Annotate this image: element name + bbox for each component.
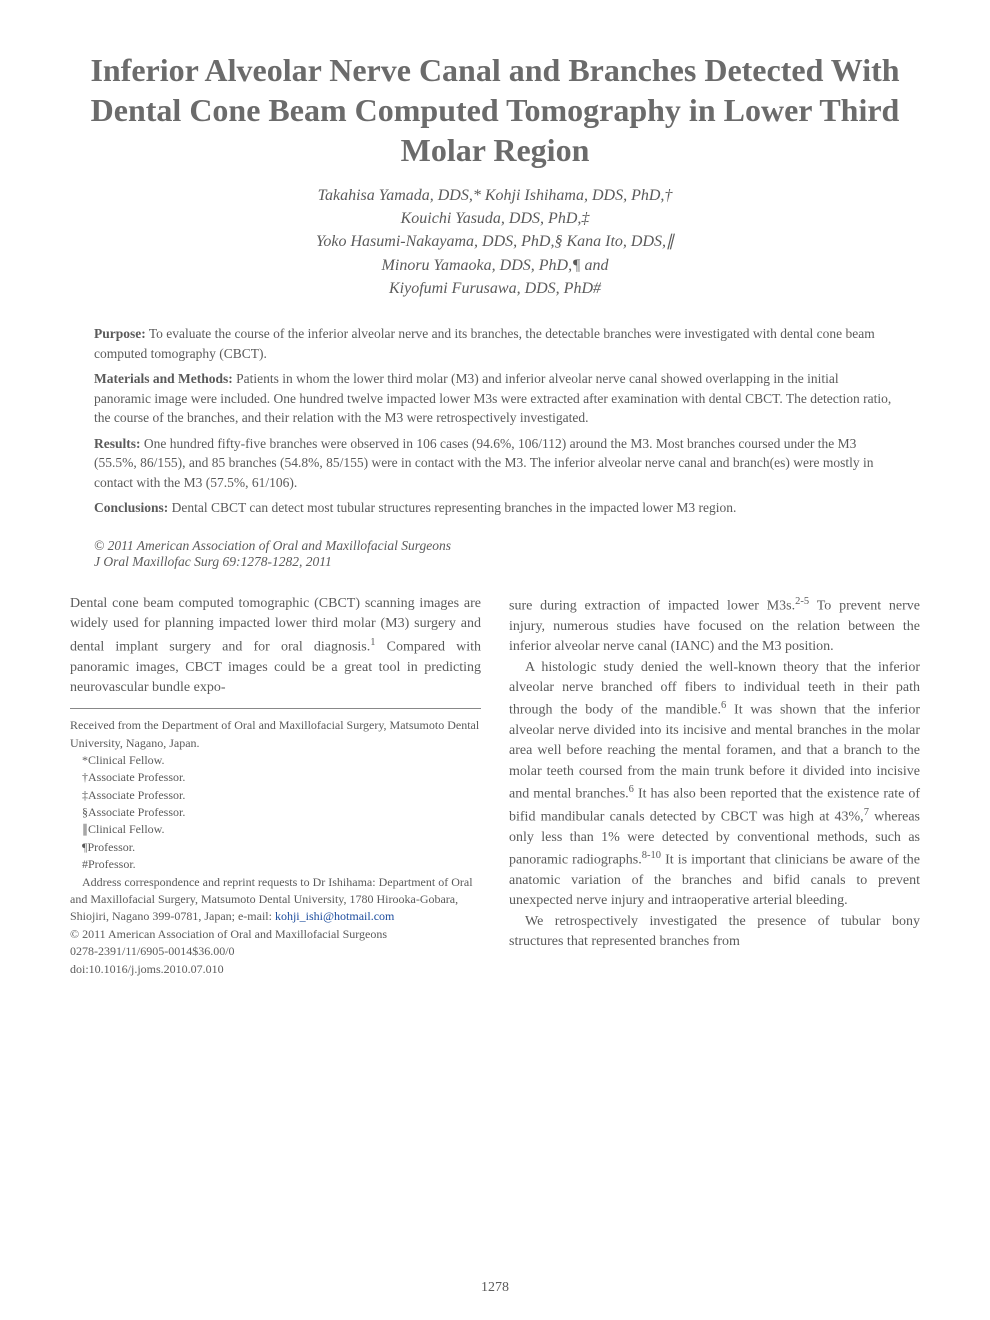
author-line: Minoru Yamaoka, DDS, PhD,¶ and	[70, 254, 920, 277]
footnote-role: #Professor.	[70, 856, 481, 873]
author-line: Kiyofumi Furusawa, DDS, PhD#	[70, 277, 920, 300]
author-line: Yoko Hasumi-Nakayama, DDS, PhD,§ Kana It…	[70, 230, 920, 253]
body-columns: Dental cone beam computed tomographic (C…	[70, 594, 920, 978]
left-column: Dental cone beam computed tomographic (C…	[70, 594, 481, 978]
footnote-divider	[70, 708, 481, 709]
abstract-label: Purpose:	[94, 326, 146, 341]
citation-sup: 2-5	[795, 596, 809, 607]
abstract-label: Materials and Methods:	[94, 371, 233, 386]
abstract-label: Conclusions:	[94, 500, 168, 515]
body-paragraph: A histologic study denied the well-known…	[509, 658, 920, 912]
footnote-role: ∥Clinical Fellow.	[70, 821, 481, 838]
footnote-role: §Associate Professor.	[70, 804, 481, 821]
authors-block: Takahisa Yamada, DDS,* Kohji Ishihama, D…	[70, 184, 920, 300]
body-text: We retrospectively investigated the pres…	[509, 914, 920, 949]
page-number: 1278	[481, 1280, 509, 1296]
abstract-purpose: Purpose: To evaluate the course of the i…	[94, 324, 896, 363]
abstract-text: To evaluate the course of the inferior a…	[94, 326, 875, 361]
footnote-role: ‡Associate Professor.	[70, 787, 481, 804]
body-paragraph: Dental cone beam computed tomographic (C…	[70, 594, 481, 698]
abstract-text: Dental CBCT can detect most tubular stru…	[168, 500, 736, 515]
abstract-text: One hundred fifty-five branches were obs…	[94, 436, 874, 490]
correspondence-text: Address correspondence and reprint reque…	[70, 875, 473, 924]
abstract-label: Results:	[94, 436, 141, 451]
footnote-role: ¶Professor.	[70, 839, 481, 856]
abstract-results: Results: One hundred fifty-five branches…	[94, 434, 896, 493]
body-paragraph: sure during extraction of impacted lower…	[509, 594, 920, 658]
email-link[interactable]: kohji_ishi@hotmail.com	[275, 909, 394, 923]
footnote-role: †Associate Professor.	[70, 769, 481, 786]
article-title: Inferior Alveolar Nerve Canal and Branch…	[70, 50, 920, 170]
citation-block: © 2011 American Association of Oral and …	[94, 538, 896, 570]
author-line: Takahisa Yamada, DDS,* Kohji Ishihama, D…	[70, 184, 920, 207]
footnote-received: Received from the Department of Oral and…	[70, 717, 481, 752]
citation-sup: 8-10	[642, 850, 661, 861]
body-text: sure during extraction of impacted lower…	[509, 599, 795, 614]
abstract: Purpose: To evaluate the course of the i…	[94, 324, 896, 518]
body-paragraph: We retrospectively investigated the pres…	[509, 912, 920, 953]
footnotes: Received from the Department of Oral and…	[70, 717, 481, 978]
footnote-correspondence: Address correspondence and reprint reque…	[70, 874, 481, 926]
footnote-code: 0278-2391/11/6905-0014$36.00/0	[70, 943, 481, 960]
author-line: Kouichi Yasuda, DDS, PhD,‡	[70, 207, 920, 230]
footnote-role: *Clinical Fellow.	[70, 752, 481, 769]
journal-citation: J Oral Maxillofac Surg 69:1278-1282, 201…	[94, 554, 896, 570]
copyright-line: © 2011 American Association of Oral and …	[94, 538, 896, 554]
abstract-conclusions: Conclusions: Dental CBCT can detect most…	[94, 498, 896, 518]
right-column: sure during extraction of impacted lower…	[509, 594, 920, 978]
footnote-doi: doi:10.1016/j.joms.2010.07.010	[70, 961, 481, 978]
abstract-methods: Materials and Methods: Patients in whom …	[94, 369, 896, 428]
footnote-copyright: © 2011 American Association of Oral and …	[70, 926, 481, 943]
